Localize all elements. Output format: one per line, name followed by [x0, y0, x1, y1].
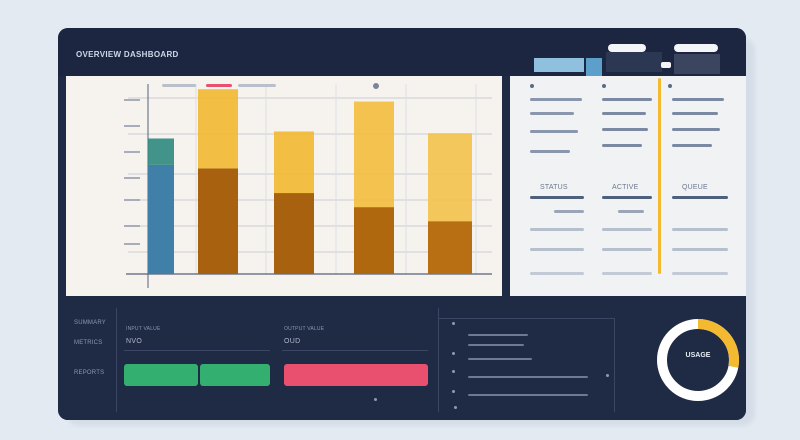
- legend-entry[interactable]: [206, 84, 232, 87]
- list-row[interactable]: [530, 228, 584, 231]
- bullet-icon: [452, 322, 455, 325]
- column-marker: [668, 84, 672, 88]
- donut-chart: [657, 319, 739, 401]
- list-row[interactable]: [530, 196, 584, 199]
- dashboard-window: OVERVIEW DASHBOARD STATUS ACTIVE: [58, 28, 746, 420]
- list-row[interactable]: [672, 144, 712, 147]
- bar-segment-top[interactable]: [148, 138, 174, 165]
- list-row[interactable]: [618, 210, 644, 213]
- list-label-queue: QUEUE: [682, 184, 708, 191]
- bar-segment-base[interactable]: [354, 207, 394, 274]
- list-row[interactable]: [602, 128, 648, 131]
- field-caption: INPUT VALUE: [126, 326, 161, 332]
- reset-button[interactable]: [284, 364, 428, 386]
- toolbar-tab[interactable]: [674, 54, 720, 74]
- apply-button[interactable]: [200, 364, 270, 386]
- bar-segment-top[interactable]: [354, 101, 394, 208]
- side-nav-item[interactable]: METRICS: [74, 340, 103, 346]
- window-control-pill[interactable]: [608, 44, 646, 52]
- donut-value-arc: [657, 319, 739, 401]
- title-bar: OVERVIEW DASHBOARD: [58, 28, 746, 76]
- bar-chart: [124, 83, 492, 288]
- list-row[interactable]: [602, 272, 652, 275]
- list-row[interactable]: [530, 150, 570, 153]
- list-label-active: ACTIVE: [612, 184, 639, 191]
- bar-segment-base[interactable]: [198, 168, 238, 274]
- list-row[interactable]: [672, 128, 720, 131]
- divider: [438, 318, 614, 319]
- field-caption: OUTPUT VALUE: [284, 326, 325, 332]
- side-nav-item[interactable]: REPORTS: [74, 370, 105, 376]
- list-row[interactable]: [468, 394, 588, 396]
- list-row[interactable]: [672, 98, 724, 101]
- divider: [116, 308, 117, 412]
- list-row[interactable]: [468, 344, 524, 346]
- confirm-button[interactable]: [124, 364, 198, 386]
- list-row[interactable]: [554, 210, 584, 213]
- list-panel: STATUS ACTIVE QUEUE: [510, 76, 746, 296]
- list-row[interactable]: [468, 334, 528, 336]
- column-marker: [602, 84, 606, 88]
- bullet-icon: [454, 406, 457, 409]
- bar-segment-top[interactable]: [274, 131, 314, 194]
- bullet-icon: [452, 370, 455, 373]
- app-title: OVERVIEW DASHBOARD: [76, 50, 179, 59]
- chart-panel: [66, 76, 502, 296]
- list-row[interactable]: [672, 248, 728, 251]
- usage-donut: USAGE: [652, 314, 744, 406]
- bullet-icon: [374, 398, 377, 401]
- list-row[interactable]: [468, 376, 588, 378]
- column-marker: [530, 84, 534, 88]
- input-underline: [124, 350, 270, 351]
- bar-segment-top[interactable]: [428, 133, 472, 222]
- bullet-icon: [452, 390, 455, 393]
- list-row[interactable]: [602, 98, 652, 101]
- legend-entry[interactable]: [162, 84, 196, 87]
- list-row[interactable]: [672, 228, 728, 231]
- output-underline: [282, 350, 428, 351]
- list-row[interactable]: [672, 272, 728, 275]
- list-row[interactable]: [530, 98, 582, 101]
- legend-marker: [373, 83, 379, 89]
- toolbar-indicator: [661, 62, 671, 68]
- list-label-status: STATUS: [540, 184, 568, 191]
- list-row[interactable]: [602, 196, 652, 199]
- list-row[interactable]: [602, 144, 642, 147]
- bullet-icon: [452, 352, 455, 355]
- list-row[interactable]: [530, 112, 574, 115]
- list-row[interactable]: [468, 358, 532, 360]
- list-row[interactable]: [672, 196, 728, 199]
- divider: [438, 308, 439, 412]
- bar-segment-base[interactable]: [274, 193, 314, 274]
- list-row[interactable]: [602, 248, 652, 251]
- list-row[interactable]: [672, 112, 718, 115]
- donut-label: USAGE: [685, 352, 711, 359]
- list-row[interactable]: [602, 228, 652, 231]
- toolbar-tab-active[interactable]: [534, 58, 584, 72]
- output-field-value[interactable]: OUD: [284, 338, 301, 345]
- list-row[interactable]: [602, 112, 646, 115]
- toolbar-tab[interactable]: [586, 58, 602, 76]
- control-area: SUMMARY METRICS REPORTS INPUT VALUE NVO …: [58, 298, 746, 420]
- input-field-value[interactable]: NVO: [126, 338, 143, 345]
- bullet-icon: [606, 374, 609, 377]
- bar-segment-top[interactable]: [198, 89, 238, 169]
- list-row[interactable]: [530, 272, 584, 275]
- list-row[interactable]: [530, 248, 584, 251]
- bar-segment-base[interactable]: [428, 221, 472, 274]
- bar-segment-base[interactable]: [148, 164, 174, 274]
- legend-entry[interactable]: [238, 84, 276, 87]
- list-row[interactable]: [530, 130, 578, 133]
- toolbar-tab[interactable]: [606, 52, 662, 72]
- window-control-pill[interactable]: [674, 44, 718, 52]
- divider: [614, 318, 615, 412]
- range-slider-track[interactable]: [658, 78, 661, 274]
- side-nav-item[interactable]: SUMMARY: [74, 320, 106, 326]
